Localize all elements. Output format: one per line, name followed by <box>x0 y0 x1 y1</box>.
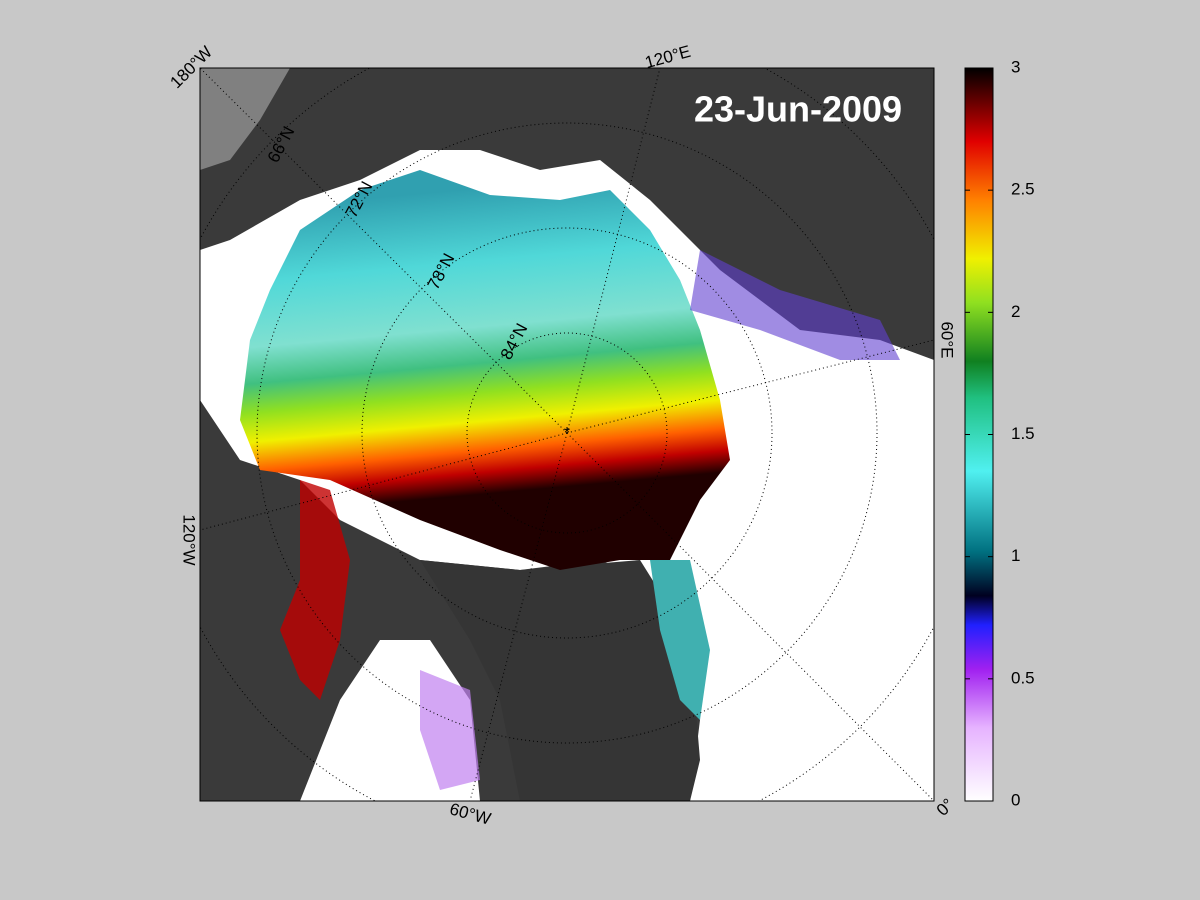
longitude-label: 120°W <box>180 514 199 565</box>
sea-ice-east-greenland <box>650 560 710 720</box>
sea-ice-channel <box>280 480 350 700</box>
colorbar-tick-label: 0.5 <box>1011 668 1035 687</box>
meridian <box>566 68 661 434</box>
sea-ice-baffin <box>420 670 480 790</box>
map-frame <box>199 67 935 802</box>
graticule <box>200 68 934 801</box>
colorbar-tick-label: 2 <box>1011 302 1020 321</box>
longitude-label: 0° <box>933 795 958 820</box>
date-label: 23-Jun-2009 <box>694 89 902 130</box>
pole-marker: * <box>564 425 570 442</box>
longitude-label: 60°E <box>938 321 957 358</box>
latitude-circle <box>466 332 668 534</box>
colorbar-tick-label: 0 <box>1011 790 1020 809</box>
greenland <box>420 560 700 801</box>
colorbar-tick-label: 1 <box>1011 546 1020 565</box>
sea-ice-kara <box>690 250 900 360</box>
map: * 66°N 72°N 78°N 84°N 23-Jun-2009 <box>200 68 934 801</box>
colorbar-tick-label: 3 <box>1011 57 1020 76</box>
colorbar-tick-label: 2.5 <box>1011 180 1035 199</box>
meridian <box>200 432 568 531</box>
latitude-circle <box>256 122 878 744</box>
sea-ice <box>240 170 730 570</box>
land-grey <box>200 68 290 170</box>
latitude-circle <box>361 227 773 639</box>
colorbar-tick-label: 1.5 <box>1011 424 1035 443</box>
longitude-label: 60°W <box>448 799 493 828</box>
